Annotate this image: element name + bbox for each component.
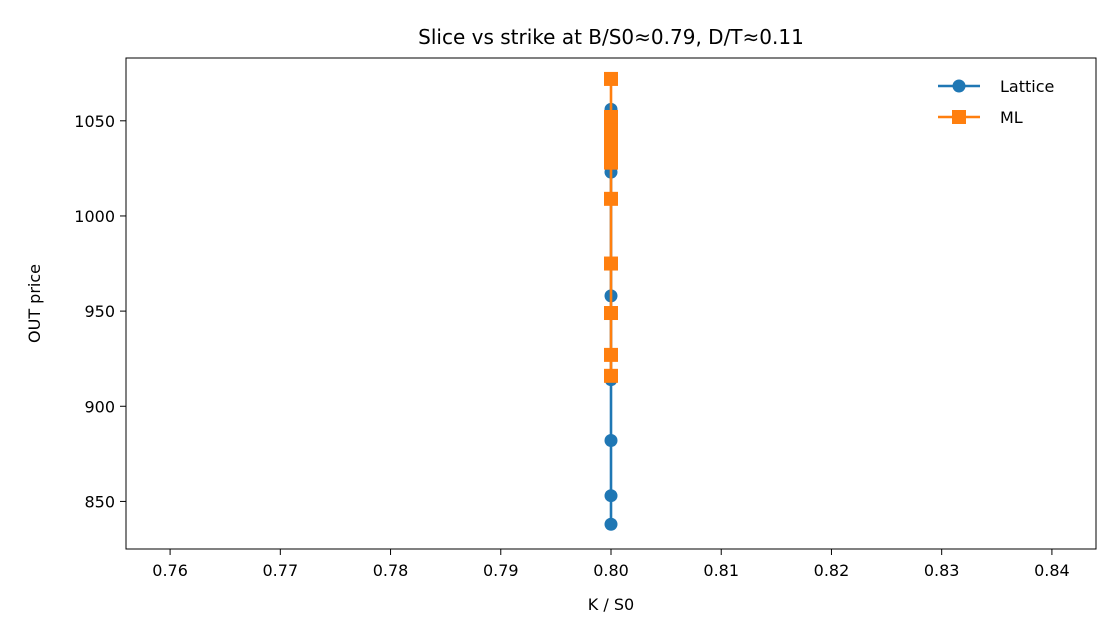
y-tick-label: 900 (84, 397, 115, 416)
y-tick-label: 1050 (74, 112, 115, 131)
legend-label-ml: ML (1000, 108, 1023, 127)
y-axis-label: OUT price (25, 264, 44, 343)
data-point-ml (604, 347, 618, 362)
x-tick-label: 0.79 (483, 561, 519, 580)
data-point-ml (604, 306, 618, 321)
plot-area (604, 71, 618, 531)
legend-marker-ml (952, 110, 966, 124)
data-point-lattice (604, 517, 618, 531)
x-axis-ticks: 0.76 0.77 0.78 0.79 0.80 0.81 0.82 0.83 0.84 (152, 549, 1070, 580)
legend-marker-lattice (952, 79, 966, 93)
legend-label-lattice: Lattice (1000, 77, 1054, 96)
y-tick-label: 950 (84, 302, 115, 321)
x-tick-label: 0.82 (814, 561, 850, 580)
x-tick-label: 0.84 (1034, 561, 1070, 580)
x-tick-label: 0.78 (373, 561, 409, 580)
legend-item-lattice: Lattice (938, 77, 1054, 96)
x-tick-label: 0.77 (263, 561, 299, 580)
data-point-ml (604, 71, 618, 86)
data-point-ml (604, 256, 618, 271)
x-tick-label: 0.76 (152, 561, 188, 580)
legend-item-ml: ML (938, 108, 1023, 127)
series-ml (604, 71, 618, 383)
x-tick-label: 0.81 (703, 561, 739, 580)
x-tick-label: 0.80 (593, 561, 629, 580)
axes-frame (125, 57, 1097, 550)
chart-title: Slice vs strike at B/S0≈0.79, D/T≈0.11 (418, 25, 804, 49)
y-tick-label: 1000 (74, 207, 115, 226)
data-point-ml (604, 368, 618, 383)
legend: Lattice ML (938, 77, 1054, 127)
data-point-ml (604, 109, 618, 124)
y-tick-label: 850 (84, 492, 115, 511)
data-point-ml (604, 191, 618, 206)
data-point-lattice (604, 434, 618, 448)
x-axis-label: K / S0 (588, 595, 634, 614)
y-axis-ticks: 850 900 950 1000 1050 (74, 112, 126, 511)
data-point-lattice (604, 489, 618, 503)
x-tick-label: 0.83 (924, 561, 960, 580)
